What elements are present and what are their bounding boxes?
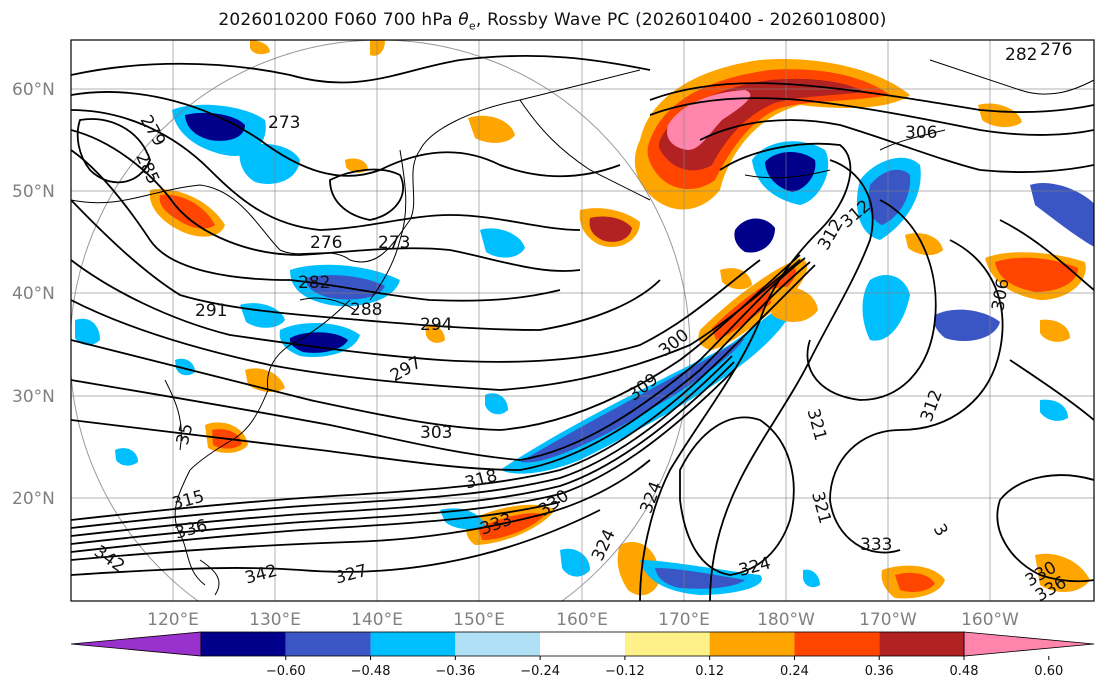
anomaly-patch: [1035, 553, 1090, 592]
anomaly-patch: [185, 112, 245, 141]
contour-label: 294: [420, 315, 452, 335]
anomaly-patch: [1040, 399, 1068, 421]
longitude-labels: 120°E 130°E 140°E 150°E 160°E 170°E 180°…: [147, 610, 1019, 630]
colorbar-tick-label: −0.60: [266, 664, 306, 679]
colorbar-tick-label: 0.60: [1034, 664, 1063, 679]
lon-label: 130°E: [249, 610, 301, 630]
plot-border: [70, 39, 1095, 602]
anomaly-patch: [485, 393, 508, 415]
anomaly-patch: [250, 40, 270, 55]
anomaly-patch: [175, 358, 195, 376]
anomaly-patch: [734, 218, 775, 253]
anomaly-patch: [770, 286, 818, 322]
contour-label: 291: [195, 301, 227, 321]
colorbar-tick-label: 0.24: [780, 664, 809, 679]
map-title: 2026010200 F060 700 hPa θe, Rossby Wave …: [218, 10, 887, 33]
lon-label: 150°E: [453, 610, 505, 630]
lon-label: 160°E: [556, 610, 608, 630]
colorbar-ticks: −0.60 −0.48 −0.36 −0.24 −0.12 0.12 0.24 0.36 0.4…: [266, 656, 1063, 679]
anomaly-patch: [895, 572, 935, 592]
contour-label: 282: [1005, 45, 1037, 65]
lon-label: 120°E: [147, 610, 199, 630]
contour-label: 333: [860, 535, 892, 555]
colorbar-bin: [540, 632, 625, 656]
anomaly-patch: [655, 568, 745, 589]
lat-label: 40°N: [12, 284, 55, 304]
colorbar-tick-label: −0.12: [605, 664, 645, 679]
lon-label: 180°W: [757, 610, 815, 630]
colorbar-tick-label: −0.48: [351, 664, 391, 679]
anomaly-patch: [617, 541, 660, 596]
contour-label: 276: [1040, 40, 1072, 60]
anomaly-patch: [589, 216, 632, 242]
anomaly-patch: [500, 300, 794, 474]
lon-label: 170°W: [859, 610, 917, 630]
contour-label: 288: [350, 300, 382, 320]
anomaly-patch: [862, 275, 910, 341]
lon-label: 170°E: [658, 610, 710, 630]
colorbar-tick-label: 0.48: [950, 664, 979, 679]
latitude-labels: 60°N 50°N 40°N 30°N 20°N: [12, 80, 55, 509]
colorbar-extend-max: [963, 631, 1095, 657]
lon-label: 140°E: [351, 610, 403, 630]
colorbar-bin: [370, 632, 456, 656]
theta-e-contours: [71, 54, 1094, 601]
anomaly-patch: [933, 309, 1000, 342]
contour-label: 273: [268, 113, 300, 133]
colorbar-tick-label: −0.24: [520, 664, 560, 679]
contour-label: 306: [905, 123, 937, 143]
anomaly-patch: [425, 324, 445, 343]
colorbar-tick-label: 0.36: [865, 664, 894, 679]
contour-label: 273: [378, 233, 410, 253]
colorbar-bin: [201, 632, 286, 656]
lat-label: 60°N: [12, 80, 55, 100]
anomaly-patch: [115, 448, 138, 466]
anomaly-patch: [478, 513, 545, 540]
lat-label: 30°N: [12, 387, 55, 407]
colorbar-bin: [794, 632, 880, 656]
colorbar-tick-label: 0.12: [695, 664, 724, 679]
colorbar-bin: [285, 632, 371, 656]
anomaly-patch: [666, 90, 751, 150]
colorbar-bin: [624, 632, 710, 656]
anomaly-patch: [978, 103, 1022, 128]
contour-label: 276: [310, 233, 342, 253]
colorbar-extend-min: [70, 631, 202, 657]
anomaly-patch: [75, 318, 100, 346]
coastlines: [71, 59, 1094, 596]
anomaly-patch: [1040, 319, 1070, 342]
colorbar-tick-label: −0.36: [435, 664, 475, 679]
anomaly-patch: [468, 115, 515, 143]
anomaly-patch: [480, 228, 525, 258]
anomaly-patch: [765, 151, 816, 192]
anomaly-patch: [905, 233, 943, 256]
anomaly-patch: [239, 144, 300, 184]
colorbar-bin: [455, 632, 541, 656]
lat-label: 50°N: [12, 182, 55, 202]
anomaly-patch: [868, 169, 911, 225]
contour-label: 303: [420, 423, 452, 443]
anomaly-patch: [995, 257, 1078, 292]
anomaly-patch: [1030, 182, 1094, 247]
colorbar: [70, 631, 1095, 657]
anomaly-patch: [803, 569, 820, 588]
contour-label: 282: [298, 273, 330, 293]
anomaly-patch: [345, 158, 368, 173]
lon-label: 160°W: [961, 610, 1019, 630]
colorbar-bin: [709, 632, 795, 656]
colorbar-bin: [879, 632, 964, 656]
lat-label: 20°N: [12, 489, 55, 509]
